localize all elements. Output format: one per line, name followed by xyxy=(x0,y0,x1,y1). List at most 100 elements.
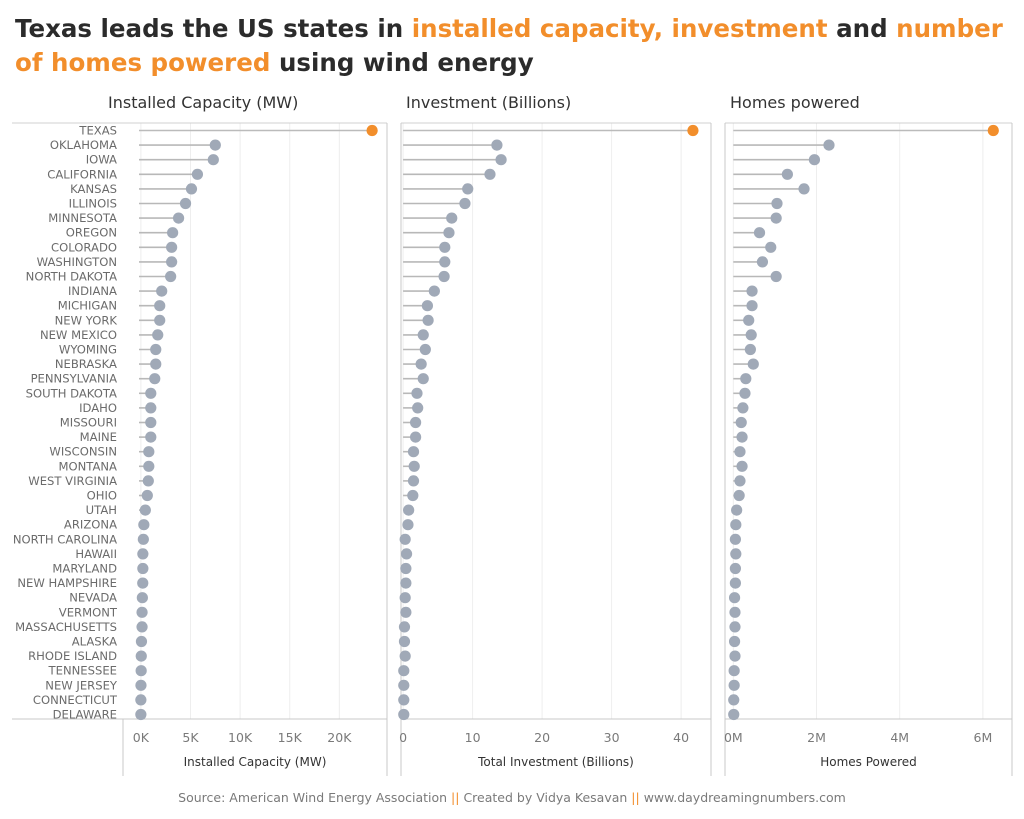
lollipop-dot-investment xyxy=(398,708,410,721)
state-label: INDIANA xyxy=(68,284,117,298)
lollipop-dot-investment xyxy=(409,431,422,443)
state-label: IDAHO xyxy=(79,401,117,415)
lollipop-dot-capacity xyxy=(172,212,185,224)
lollipop-dot-investment xyxy=(446,212,458,224)
tick-label-investment: 40 xyxy=(673,730,689,745)
lollipop-dot-investment xyxy=(484,168,496,180)
tick-label-investment: 30 xyxy=(604,730,620,745)
lollipop-dot-capacity xyxy=(141,489,153,502)
state-label: WYOMING xyxy=(59,343,117,357)
lollipop-chart: TEXASOKLAHOMAIOWACALIFORNIAKANSASILLINOI… xyxy=(12,122,1013,776)
lollipop-dot-homes xyxy=(729,562,741,575)
lollipop-dot-homes xyxy=(729,650,741,662)
lollipop-dot-investment xyxy=(438,270,450,283)
tick-label-capacity: 20K xyxy=(327,730,352,745)
state-label: VERMONT xyxy=(59,605,118,619)
lollipop-dot-homes xyxy=(734,475,746,487)
state-label: MONTANA xyxy=(58,459,117,473)
lollipop-dot-homes xyxy=(770,270,782,283)
lollipop-dot-capacity xyxy=(135,665,147,677)
lollipop-dot-homes xyxy=(736,431,748,443)
lollipop-dot-homes xyxy=(729,606,741,618)
lollipop-dot-homes xyxy=(771,197,783,210)
lollipop-dot-investment xyxy=(422,314,434,326)
chart-title: Texas leads the US states in installed c… xyxy=(15,12,1015,80)
state-label: RHODE ISLAND xyxy=(28,649,117,663)
lollipop-dot-investment xyxy=(398,621,411,633)
lollipop-dot-homes xyxy=(746,300,758,312)
lollipop-dot-investment xyxy=(402,519,414,531)
state-label: ALASKA xyxy=(72,635,117,649)
lollipop-dot-investment xyxy=(399,592,411,604)
lollipop-dot-investment xyxy=(399,533,411,545)
lollipop-dot-capacity xyxy=(135,679,147,691)
lollipop-dot-homes xyxy=(728,694,740,706)
lollipop-dot-investment xyxy=(439,241,451,253)
lollipop-dot-homes xyxy=(746,285,758,297)
state-label: WEST VIRGINIA xyxy=(28,474,117,488)
lollipop-dot-capacity xyxy=(150,358,162,370)
lollipop-dot-homes xyxy=(781,168,793,180)
lollipop-dot-capacity xyxy=(209,139,221,151)
website-text: www.daydreamingnumbers.com xyxy=(639,790,846,805)
state-label: PENNSYLVANIA xyxy=(31,372,118,386)
lollipop-dot-capacity xyxy=(191,168,204,180)
title-highlight-2: number of homes powered xyxy=(15,14,1003,77)
lollipop-dot-investment xyxy=(443,227,455,239)
tick-label-investment: 10 xyxy=(465,730,481,745)
lollipop-dot-investment xyxy=(398,665,410,677)
state-label: MICHIGAN xyxy=(58,299,117,313)
lollipop-dot-homes xyxy=(798,183,810,195)
lollipop-dot-capacity xyxy=(139,504,151,516)
lollipop-dot-homes xyxy=(740,373,752,385)
state-label: COLORADO xyxy=(51,240,117,254)
lollipop-dot-capacity xyxy=(154,314,166,326)
lollipop-dot-investment xyxy=(398,679,410,691)
state-label: NEW MEXICO xyxy=(40,328,117,342)
lollipop-dot-investment xyxy=(417,373,429,385)
state-label: TENNESSEE xyxy=(48,664,117,678)
tick-label-homes: 2M xyxy=(807,730,826,745)
lollipop-dot-homes xyxy=(753,227,766,239)
lollipop-dot-investment xyxy=(408,460,420,472)
lollipop-dot-investment xyxy=(417,329,429,341)
lollipop-dot-investment xyxy=(407,475,420,487)
lollipop-dot-homes xyxy=(743,314,755,326)
state-label: OKLAHOMA xyxy=(50,138,117,152)
lollipop-dot-investment xyxy=(491,139,503,151)
tick-label-homes: 0M xyxy=(724,730,743,745)
state-label: CONNECTICUT xyxy=(33,693,118,707)
lollipop-dot-capacity xyxy=(165,270,177,283)
lollipop-dot-homes xyxy=(745,329,757,341)
state-label: WASHINGTON xyxy=(37,255,117,269)
lollipop-dot-investment xyxy=(687,124,699,137)
lollipop-dot-investment xyxy=(462,183,474,195)
state-label: IOWA xyxy=(86,153,117,167)
lollipop-dot-investment xyxy=(421,300,434,312)
lollipop-dot-capacity xyxy=(166,256,178,268)
state-label: MISSOURI xyxy=(60,416,117,430)
lollipop-dot-capacity xyxy=(136,606,148,618)
lollipop-dot-capacity xyxy=(145,387,157,399)
lollipop-dot-investment xyxy=(495,154,507,166)
state-label: DELAWARE xyxy=(53,708,117,722)
lollipop-dot-capacity xyxy=(137,548,149,560)
tick-label-homes: 4M xyxy=(890,730,909,745)
lollipop-dot-investment xyxy=(412,402,424,414)
lollipop-dot-homes xyxy=(735,416,747,429)
lollipop-dot-capacity xyxy=(137,533,149,545)
lollipop-dot-homes xyxy=(729,577,741,589)
state-label: WISCONSIN xyxy=(49,445,117,459)
lollipop-dot-homes xyxy=(730,548,742,560)
lollipop-dot-capacity xyxy=(135,694,147,706)
lollipop-dot-homes xyxy=(736,460,748,472)
panel-title-homes: Homes powered xyxy=(730,93,860,112)
lollipop-dot-investment xyxy=(407,446,420,458)
lollipop-dot-homes xyxy=(728,708,740,721)
lollipop-dot-capacity xyxy=(166,241,178,253)
source-footer: Source: American Wind Energy Association… xyxy=(0,790,1024,805)
lollipop-dot-capacity xyxy=(185,183,198,195)
lollipop-dot-capacity xyxy=(142,475,154,487)
state-label: KANSAS xyxy=(70,182,117,196)
